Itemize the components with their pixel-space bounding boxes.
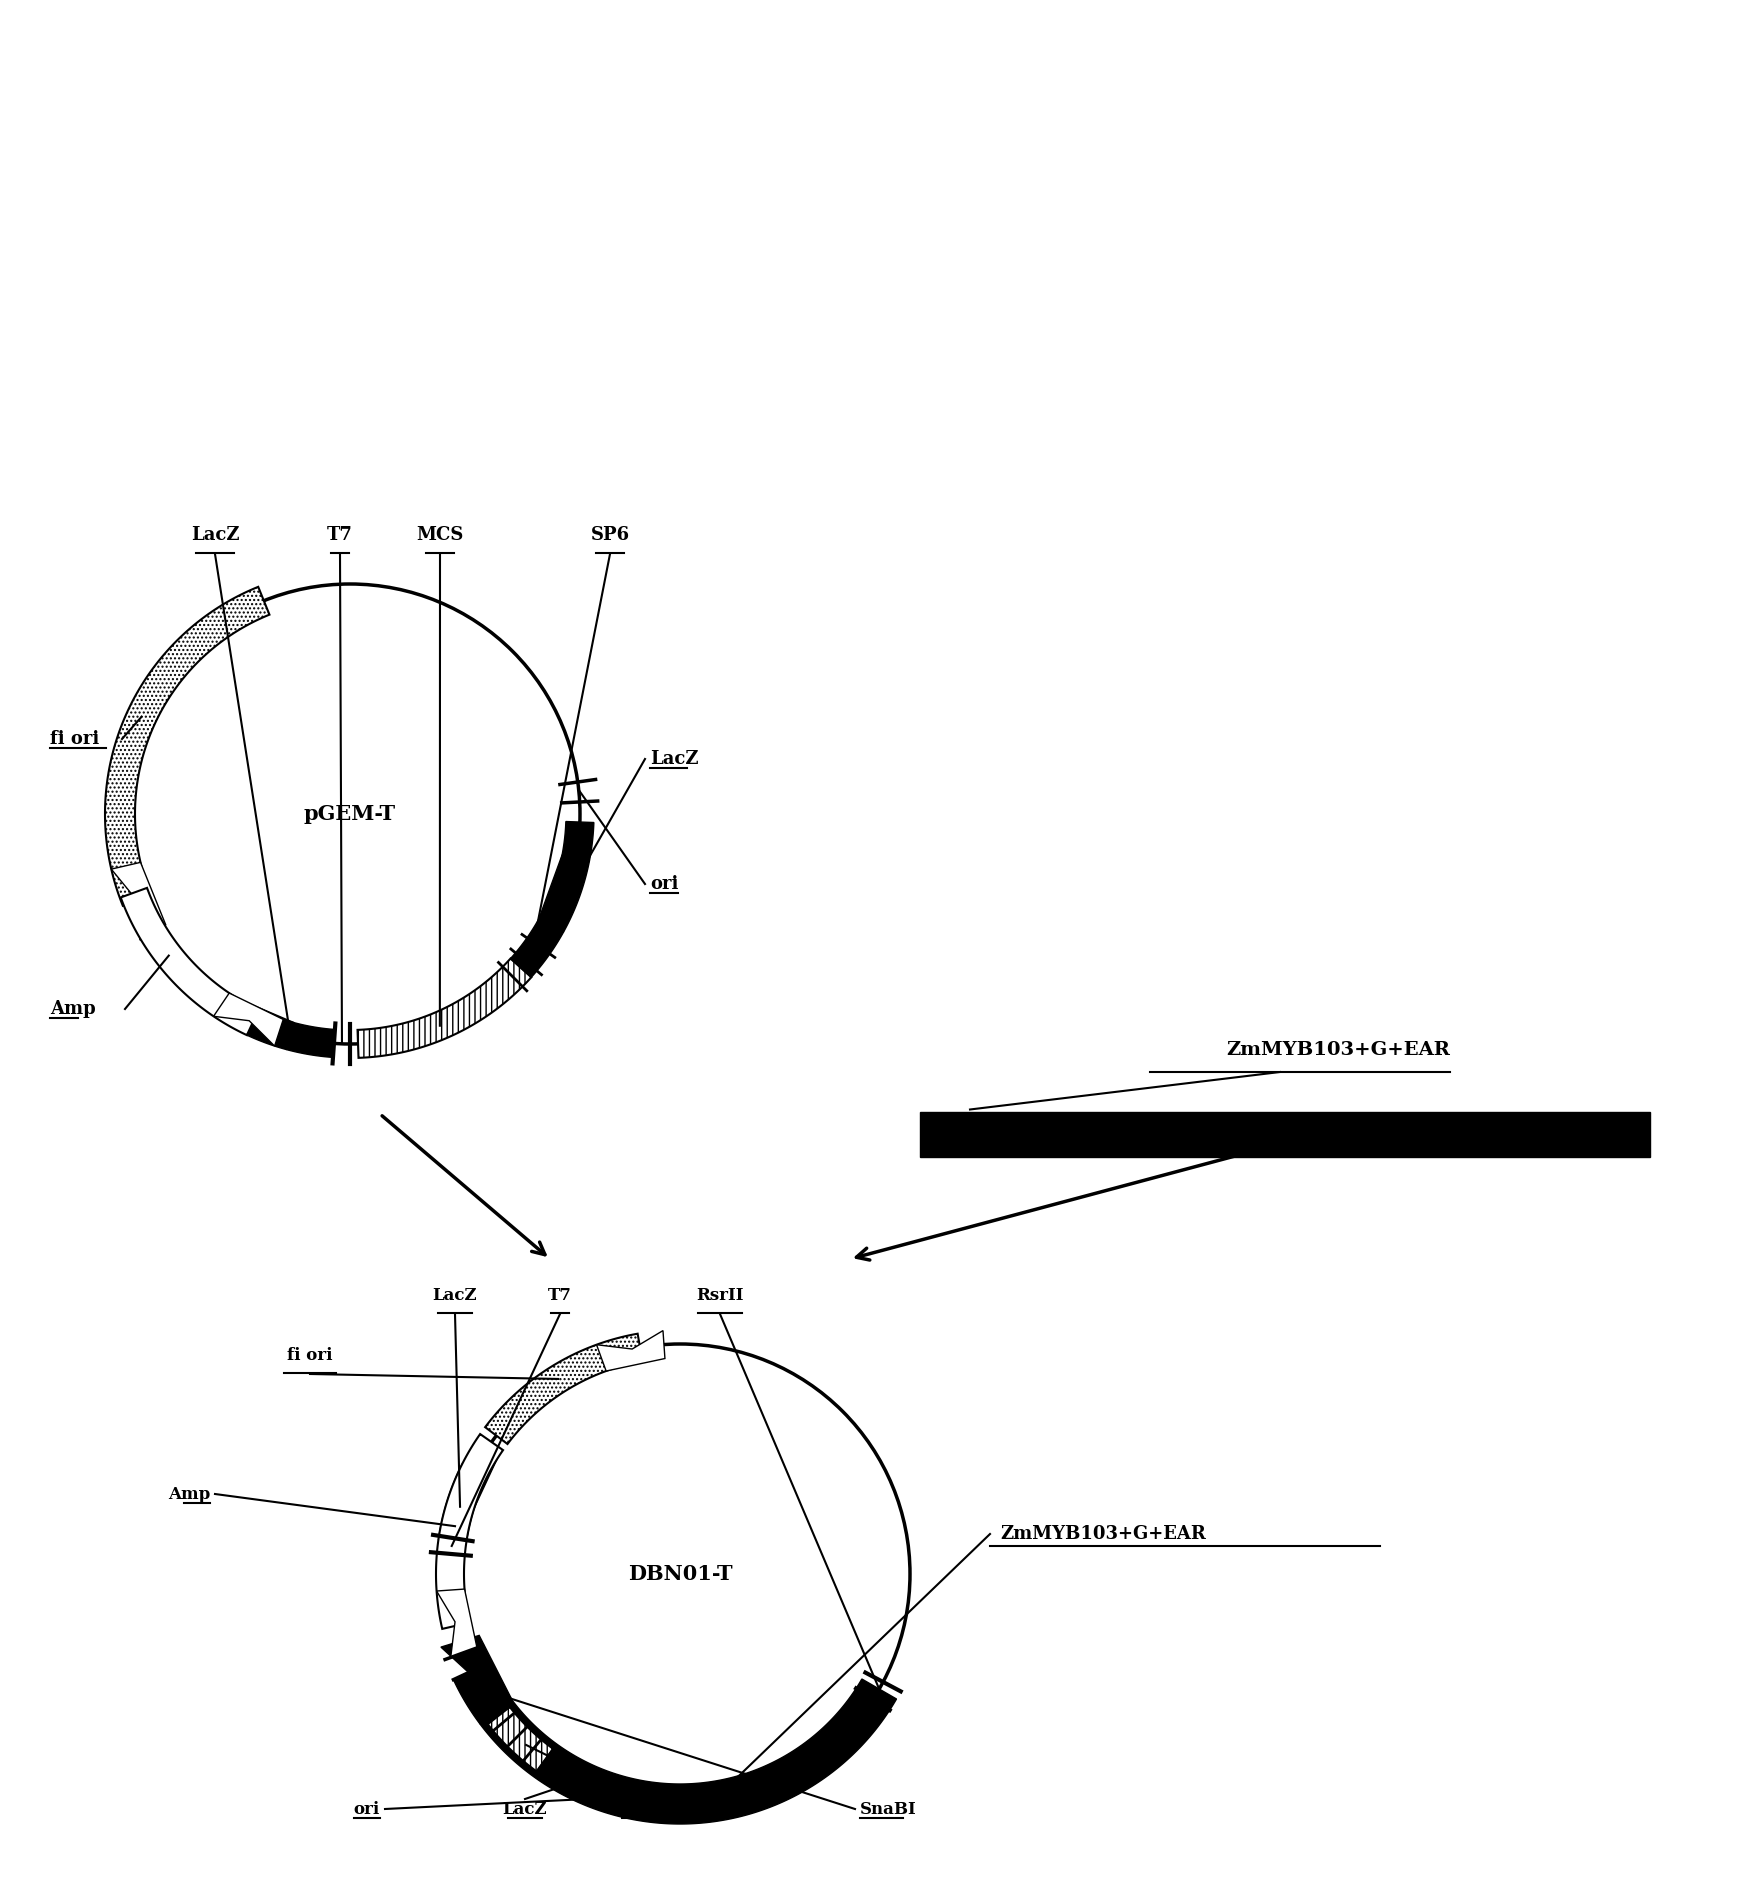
Text: SP6: SP6 xyxy=(590,527,629,544)
Text: SnaBI: SnaBI xyxy=(859,1801,915,1818)
Text: T7: T7 xyxy=(327,527,353,544)
Polygon shape xyxy=(225,1000,293,1049)
Text: DBN01-T: DBN01-T xyxy=(627,1564,733,1583)
Text: ori: ori xyxy=(650,875,678,892)
Polygon shape xyxy=(436,1589,476,1657)
Polygon shape xyxy=(357,958,531,1059)
Text: LacZ: LacZ xyxy=(432,1288,478,1303)
Polygon shape xyxy=(453,1663,896,1824)
Text: MCS: MCS xyxy=(416,527,464,544)
Text: T7: T7 xyxy=(548,1288,571,1303)
Text: pGEM-T: pGEM-T xyxy=(304,803,395,824)
Text: LacZ: LacZ xyxy=(503,1801,546,1818)
Polygon shape xyxy=(487,1706,553,1771)
Polygon shape xyxy=(441,1635,511,1724)
Polygon shape xyxy=(437,1464,487,1544)
Polygon shape xyxy=(105,587,269,905)
Polygon shape xyxy=(596,1331,664,1371)
Polygon shape xyxy=(510,822,594,977)
Polygon shape xyxy=(566,1765,634,1813)
Text: Amp: Amp xyxy=(167,1485,209,1502)
Text: LacZ: LacZ xyxy=(192,527,239,544)
Text: LacZ: LacZ xyxy=(650,750,698,767)
Polygon shape xyxy=(246,1010,336,1057)
Polygon shape xyxy=(111,862,165,939)
Text: SP6: SP6 xyxy=(617,1801,652,1818)
Text: Amp: Amp xyxy=(49,1000,95,1017)
Text: ZmMYB103+G+EAR: ZmMYB103+G+EAR xyxy=(1000,1525,1205,1544)
Polygon shape xyxy=(539,856,589,932)
Polygon shape xyxy=(536,1748,613,1807)
Text: fi ori: fi ori xyxy=(286,1347,332,1364)
Polygon shape xyxy=(121,888,258,1036)
Polygon shape xyxy=(213,992,283,1045)
Polygon shape xyxy=(448,1445,497,1508)
Text: fi ori: fi ori xyxy=(49,729,98,748)
Text: ZmMYB103+G+EAR: ZmMYB103+G+EAR xyxy=(1225,1042,1450,1059)
Text: RsrII: RsrII xyxy=(696,1288,743,1303)
Polygon shape xyxy=(436,1434,503,1629)
Text: ori: ori xyxy=(353,1801,380,1818)
Polygon shape xyxy=(485,1333,641,1443)
Bar xyxy=(919,1112,1650,1157)
